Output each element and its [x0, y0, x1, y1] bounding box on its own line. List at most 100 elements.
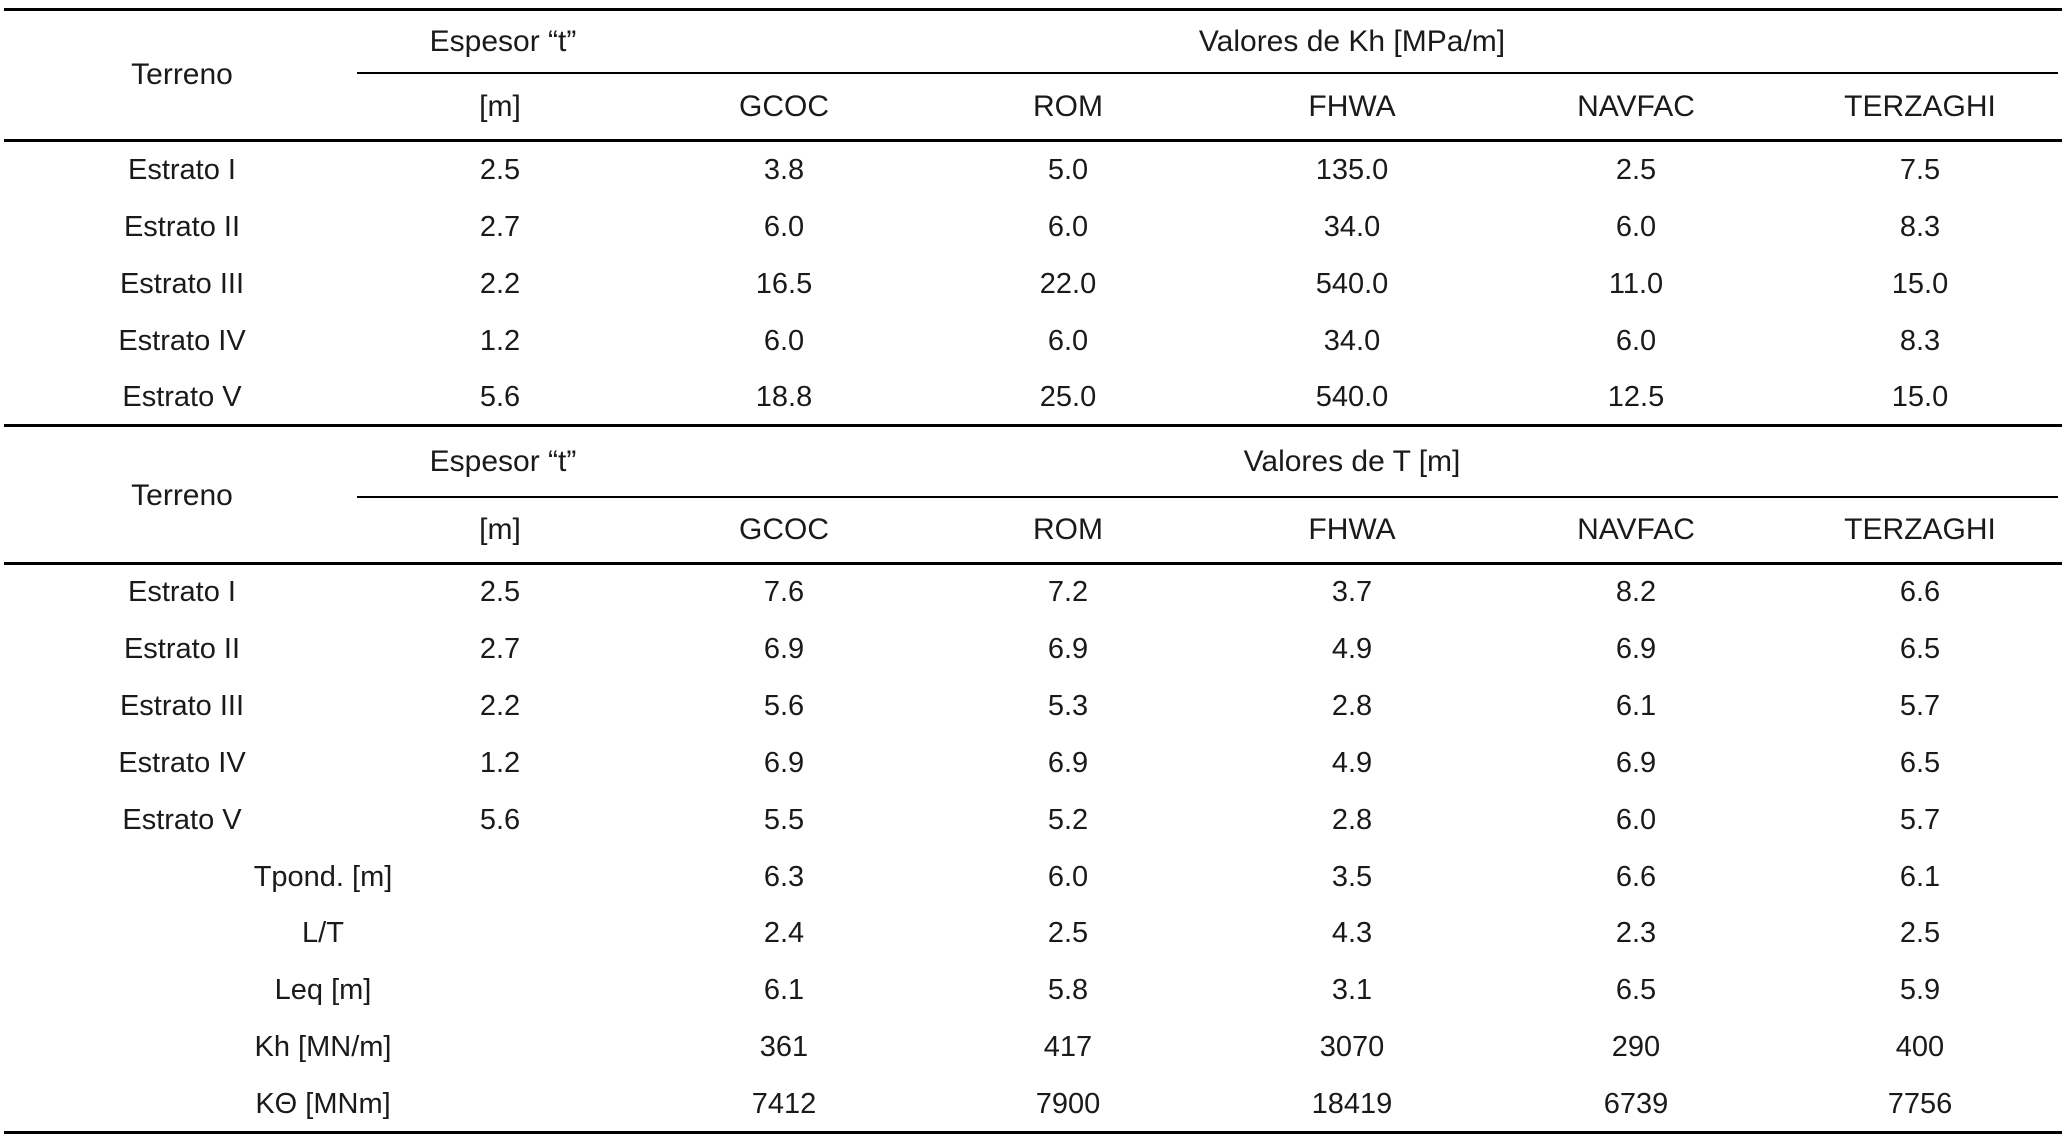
terreno-header: Terreno	[131, 479, 233, 512]
value-cell: 7.6	[763, 576, 805, 608]
thickness-value: 2.5	[479, 576, 521, 608]
value-cell: 6.5	[1899, 633, 1941, 665]
value-cell: 3070	[1319, 1031, 1385, 1063]
thickness-value: 1.2	[479, 325, 521, 357]
value-cell: 6.3	[763, 861, 805, 893]
espesor-header: Espesor “t”	[429, 445, 577, 478]
header-bottom-rule	[4, 562, 2062, 565]
value-cell: 5.5	[763, 804, 805, 836]
group-header: Valores de T [m]	[1243, 445, 1461, 478]
method-header-terzaghi: TERZAGHI	[1844, 513, 1996, 546]
method-header-fhwa: FHWA	[1308, 90, 1396, 123]
thickness-unit-header: [m]	[479, 90, 521, 123]
value-cell: 8.3	[1899, 325, 1941, 357]
value-cell: 540.0	[1315, 268, 1389, 300]
row-label: Estrato II	[123, 211, 241, 243]
row-label: Estrato V	[122, 804, 242, 836]
value-cell: 8.3	[1899, 211, 1941, 243]
header-group-rule	[357, 496, 2058, 498]
value-cell: 22.0	[1039, 268, 1097, 300]
value-cell: 2.5	[1615, 154, 1657, 186]
value-cell: 6.0	[1047, 325, 1089, 357]
row-label: Estrato II	[123, 633, 241, 665]
thickness-value: 2.5	[479, 154, 521, 186]
row-label: Estrato IV	[118, 747, 246, 779]
row-label: Estrato III	[119, 690, 245, 722]
value-cell: 5.0	[1047, 154, 1089, 186]
value-cell: 5.6	[763, 690, 805, 722]
summary-label: Leq [m]	[274, 974, 372, 1006]
value-cell: 6.0	[1047, 861, 1089, 893]
value-cell: 16.5	[755, 268, 813, 300]
row-label: Estrato IV	[118, 325, 246, 357]
row-label: Estrato V	[122, 381, 242, 413]
value-cell: 135.0	[1315, 154, 1389, 186]
value-cell: 6.6	[1899, 576, 1941, 608]
value-cell: 7.2	[1047, 576, 1089, 608]
method-header-gcoc: GCOC	[739, 90, 829, 123]
table-bottom-rule	[4, 1131, 2062, 1134]
value-cell: 6.9	[1047, 633, 1089, 665]
value-cell: 6.5	[1899, 747, 1941, 779]
value-cell: 400	[1895, 1031, 1945, 1063]
value-cell: 2.3	[1615, 917, 1657, 949]
method-header-navfac: NAVFAC	[1577, 90, 1695, 123]
group-header: Valores de Kh [MPa/m]	[1198, 25, 1506, 58]
value-cell: 6.5	[1615, 974, 1657, 1006]
espesor-header: Espesor “t”	[429, 25, 577, 58]
value-cell: 15.0	[1891, 268, 1949, 300]
value-cell: 7.5	[1899, 154, 1941, 186]
method-header-terzaghi: TERZAGHI	[1844, 90, 1996, 123]
value-cell: 6.0	[1615, 325, 1657, 357]
value-cell: 6.0	[763, 325, 805, 357]
value-cell: 2.8	[1331, 804, 1373, 836]
value-cell: 34.0	[1323, 211, 1381, 243]
thickness-value: 2.7	[479, 211, 521, 243]
thickness-value: 5.6	[479, 381, 521, 413]
value-cell: 361	[759, 1031, 809, 1063]
value-cell: 3.8	[763, 154, 805, 186]
thickness-value: 2.2	[479, 268, 521, 300]
value-cell: 15.0	[1891, 381, 1949, 413]
value-cell: 6.1	[1899, 861, 1941, 893]
row-label: Estrato I	[128, 576, 236, 608]
thickness-unit-header: [m]	[479, 513, 521, 546]
value-cell: 18.8	[755, 381, 813, 413]
value-cell: 7756	[1887, 1088, 1953, 1120]
value-cell: 540.0	[1315, 381, 1389, 413]
value-cell: 5.2	[1047, 804, 1089, 836]
value-cell: 5.7	[1899, 804, 1941, 836]
value-cell: 6.0	[763, 211, 805, 243]
value-cell: 6.0	[1615, 804, 1657, 836]
value-cell: 11.0	[1608, 268, 1664, 300]
value-cell: 4.9	[1331, 633, 1373, 665]
value-cell: 3.5	[1331, 861, 1373, 893]
header-bottom-rule	[4, 139, 2062, 142]
header-group-rule	[357, 72, 2058, 74]
summary-label: L/T	[302, 917, 344, 949]
method-header-gcoc: GCOC	[739, 513, 829, 546]
value-cell: 12.5	[1607, 381, 1665, 413]
value-cell: 5.3	[1047, 690, 1089, 722]
value-cell: 6.9	[763, 747, 805, 779]
thickness-value: 5.6	[479, 804, 521, 836]
value-cell: 290	[1611, 1031, 1661, 1063]
value-cell: 417	[1043, 1031, 1093, 1063]
row-label: Estrato I	[128, 154, 236, 186]
value-cell: 6.1	[763, 974, 805, 1006]
value-cell: 6.9	[1047, 747, 1089, 779]
value-cell: 6.9	[763, 633, 805, 665]
value-cell: 25.0	[1039, 381, 1097, 413]
value-cell: 6.6	[1615, 861, 1657, 893]
value-cell: 6.9	[1615, 633, 1657, 665]
value-cell: 7412	[751, 1088, 817, 1120]
table-top-rule	[4, 424, 2062, 427]
method-header-rom: ROM	[1033, 90, 1103, 123]
table-top-rule	[4, 8, 2062, 11]
method-header-fhwa: FHWA	[1308, 513, 1396, 546]
terreno-header: Terreno	[131, 58, 233, 91]
value-cell: 3.7	[1331, 576, 1373, 608]
value-cell: 2.8	[1331, 690, 1373, 722]
